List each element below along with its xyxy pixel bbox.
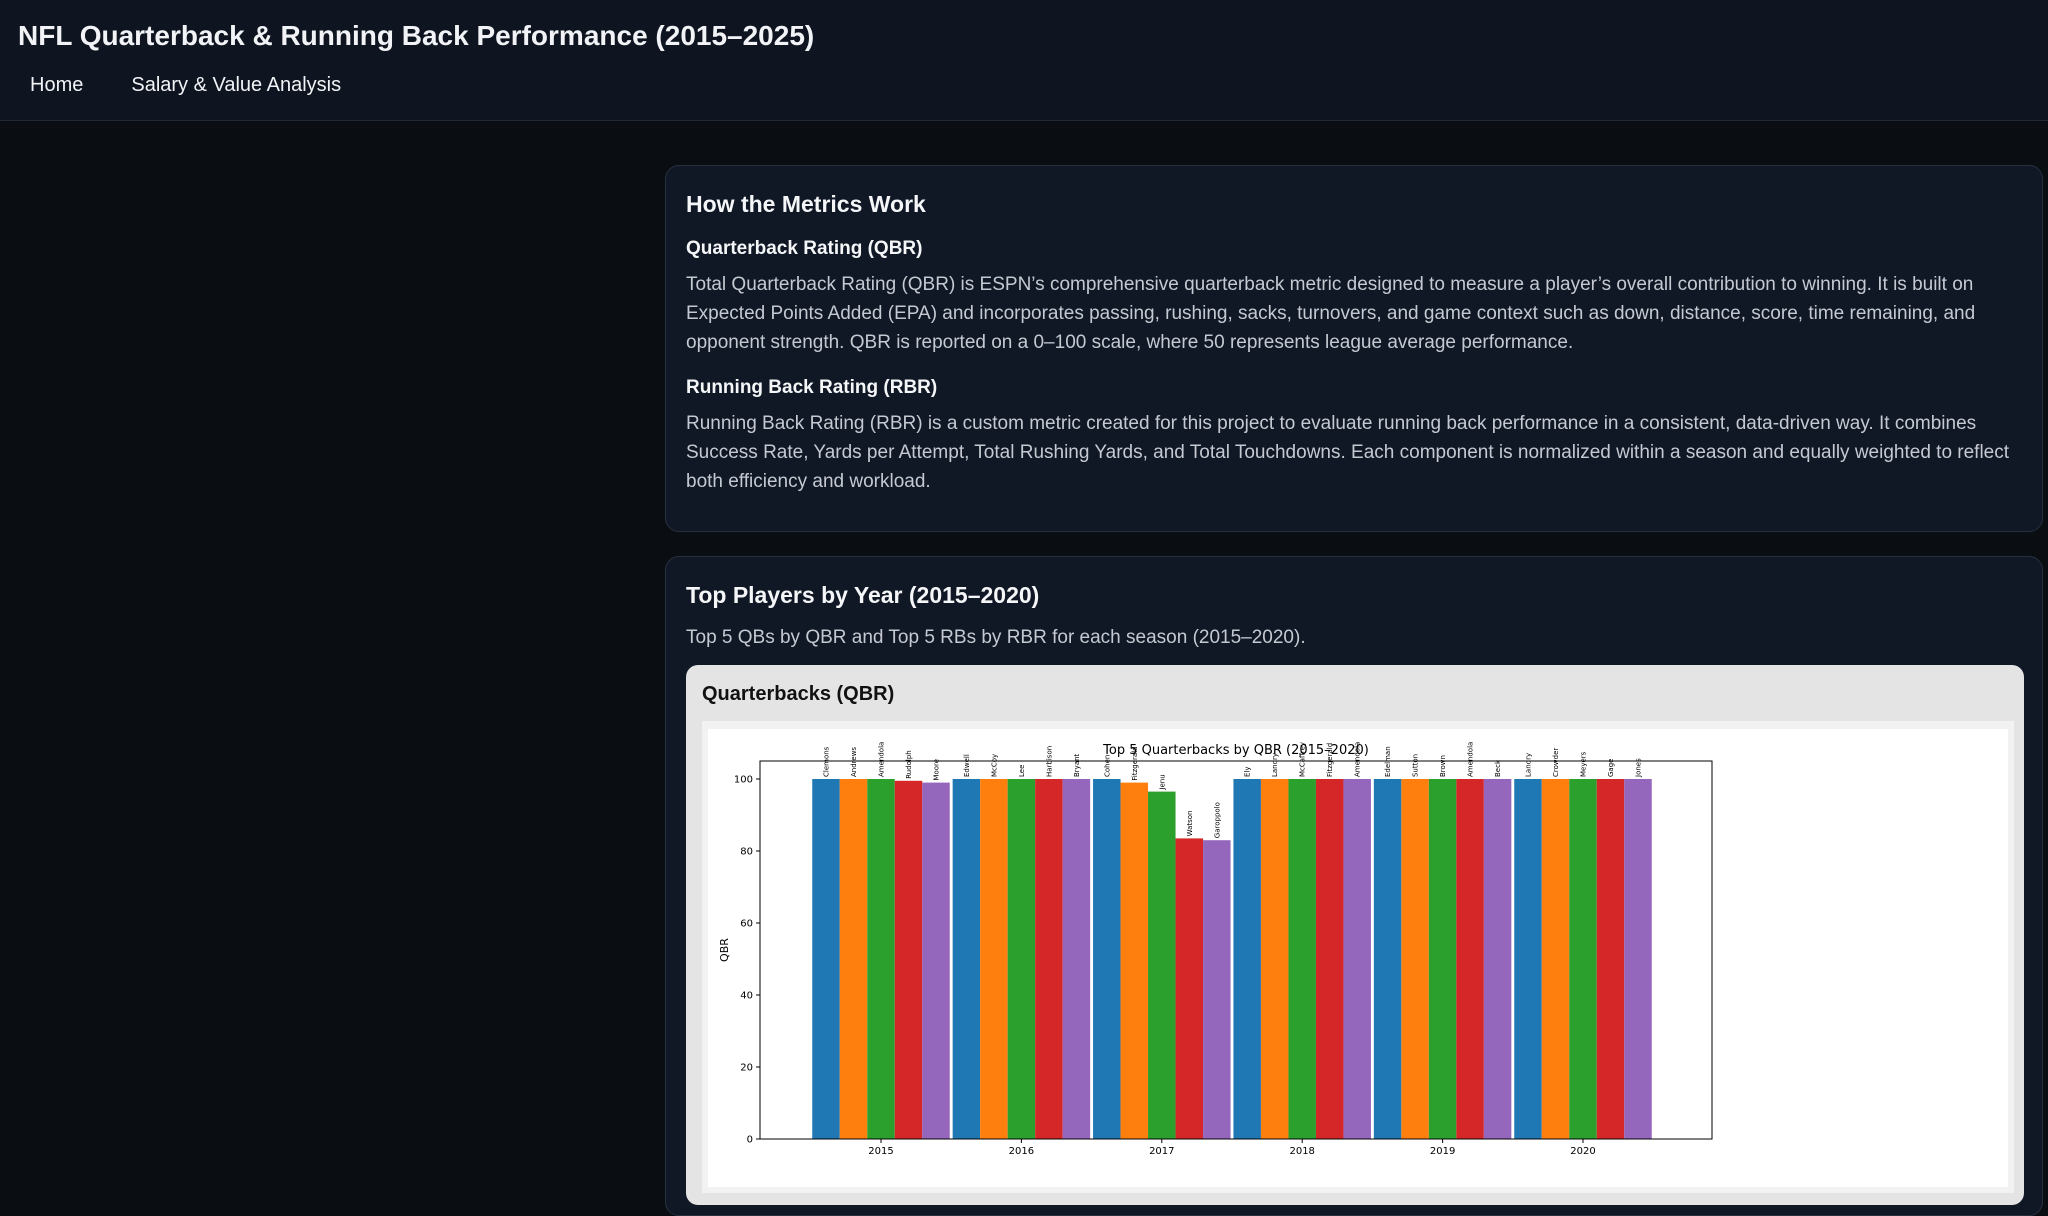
bar [1541, 779, 1570, 1139]
bars-layer: Clemons Andrews Amendola Rudolph Moore Edwell… [812, 742, 1652, 1139]
rbr-heading: Running Back Rating (RBR) [686, 377, 938, 398]
bar-label: Ely [1244, 766, 1252, 777]
bar-label: Landry [1525, 753, 1533, 777]
bar [1260, 779, 1289, 1139]
bar [867, 779, 895, 1139]
bar-label: Landry [1271, 753, 1279, 777]
bar-label: Jones [1635, 758, 1643, 778]
bar [1288, 779, 1316, 1139]
bar-label: Bryant [1073, 753, 1081, 777]
bar [1373, 779, 1402, 1139]
top-players-title: Top Players by Year (2015–2020) [686, 582, 1040, 608]
bar [894, 780, 923, 1139]
bar-label: Lee [1018, 765, 1026, 777]
y-axis-label: QBR [718, 938, 731, 962]
bar [1456, 779, 1484, 1139]
bar [1093, 779, 1121, 1139]
top-players-subtitle: Top 5 QBs by QBR and Top 5 RBs by RBR fo… [686, 627, 1306, 648]
bar [1007, 779, 1036, 1139]
plot-border [759, 760, 1713, 1140]
bar [1596, 779, 1625, 1139]
x-tick-label: 2017 [1149, 1146, 1174, 1157]
bar-label: McCaffrey [1299, 742, 1307, 777]
bar-label: Garoppolo [1213, 802, 1221, 838]
bar [1233, 779, 1261, 1139]
bar [1401, 779, 1429, 1139]
x-tick-label: 2018 [1289, 1146, 1314, 1157]
y-tick-label: 80 [740, 847, 753, 858]
bar [1148, 791, 1176, 1139]
qbr-heading: Quarterback Rating (QBR) [686, 238, 923, 259]
x-tick-label: 2019 [1430, 1146, 1455, 1157]
bar [839, 779, 868, 1139]
bar [812, 779, 840, 1139]
rbr-description: Running Back Rating (RBR) is a custom me… [686, 413, 2010, 492]
top-players-card: Top Players by Year (2015–2020) Top 5 QB… [665, 556, 2043, 1216]
bar-label: Moore [933, 759, 941, 781]
app-title: NFL Quarterback & Running Back Performan… [18, 20, 815, 51]
y-tick-label: 60 [740, 919, 753, 930]
bar [952, 779, 981, 1139]
bar-label: Amendola [1467, 742, 1475, 777]
qb-chart-card: Quarterbacks (QBR) Top 5 Quarterbacks by… [686, 665, 2024, 1205]
bar-label: Brown [1439, 755, 1447, 777]
bar [1120, 782, 1149, 1139]
bar [1035, 779, 1063, 1139]
bar-label: Jenu [1158, 774, 1166, 790]
bar [1343, 779, 1371, 1139]
nav-salary-link[interactable]: Salary & Value Analysis [131, 74, 342, 96]
bar-label: Crowder [1552, 748, 1560, 777]
bar [1428, 779, 1457, 1139]
metrics-card: How the Metrics Work Quarterback Rating … [665, 165, 2043, 532]
bar-label: Fitzgerald [1131, 746, 1139, 780]
y-tick-label: 0 [747, 1135, 753, 1146]
x-tick-label: 2020 [1570, 1146, 1595, 1157]
qbr-description: Total Quarterback Rating (QBR) is ESPN’s… [686, 274, 1976, 353]
bar-label: Rudolph [905, 750, 913, 779]
bar [1514, 779, 1542, 1139]
bar-label: Edwell [963, 754, 971, 777]
bar-label: McCoy [990, 754, 998, 777]
bar-label: Clemons [823, 746, 831, 777]
metrics-title: How the Metrics Work [686, 191, 926, 217]
bar [1483, 779, 1512, 1139]
bar-label: Cohen [1103, 755, 1111, 777]
qb-chart-frame: Top 5 Quarterbacks by QBR (2015–2020) Cl… [702, 721, 2014, 1193]
main-nav: Home Salary & Value Analysis [18, 72, 377, 98]
bar [922, 782, 950, 1139]
bar-label: Fitzgerald [1326, 743, 1334, 777]
chart-title: Top 5 Quarterbacks by QBR (2015–2020) [1102, 743, 1369, 758]
bar [1203, 840, 1231, 1139]
bar [1315, 779, 1344, 1139]
qb-bar-chart: Top 5 Quarterbacks by QBR (2015–2020) Cl… [708, 729, 2008, 1187]
bar-label: Beck [1494, 759, 1502, 777]
bar [1624, 779, 1652, 1139]
top-bar: NFL Quarterback & Running Back Performan… [0, 0, 2048, 121]
bar [1062, 779, 1091, 1139]
bar [1175, 838, 1204, 1139]
bar-label: Edelman [1384, 746, 1392, 777]
y-tick-label: 40 [740, 991, 753, 1002]
x-tick-label: 2015 [868, 1146, 893, 1157]
bar-label: Sutton [1412, 754, 1420, 777]
bar [980, 779, 1008, 1139]
bar-label: Andrews [850, 747, 858, 777]
bar-label: Amendola [878, 742, 886, 777]
bar-label: Amendola [1354, 742, 1362, 777]
y-tick-label: 20 [740, 1063, 753, 1074]
bar-label: Gage [1607, 759, 1615, 777]
bar [1569, 779, 1597, 1139]
ticks-layer: 0 20 40 60 80 100 2015 2016 2017 2018 2019 2020 [734, 775, 1596, 1158]
bar-label: Meyers [1580, 751, 1588, 777]
qb-section-title: Quarterbacks (QBR) [702, 683, 895, 705]
y-tick-label: 100 [734, 775, 753, 786]
nav-home-link[interactable]: Home [30, 74, 84, 96]
bar-label: Watson [1186, 811, 1194, 837]
x-tick-label: 2016 [1009, 1146, 1034, 1157]
